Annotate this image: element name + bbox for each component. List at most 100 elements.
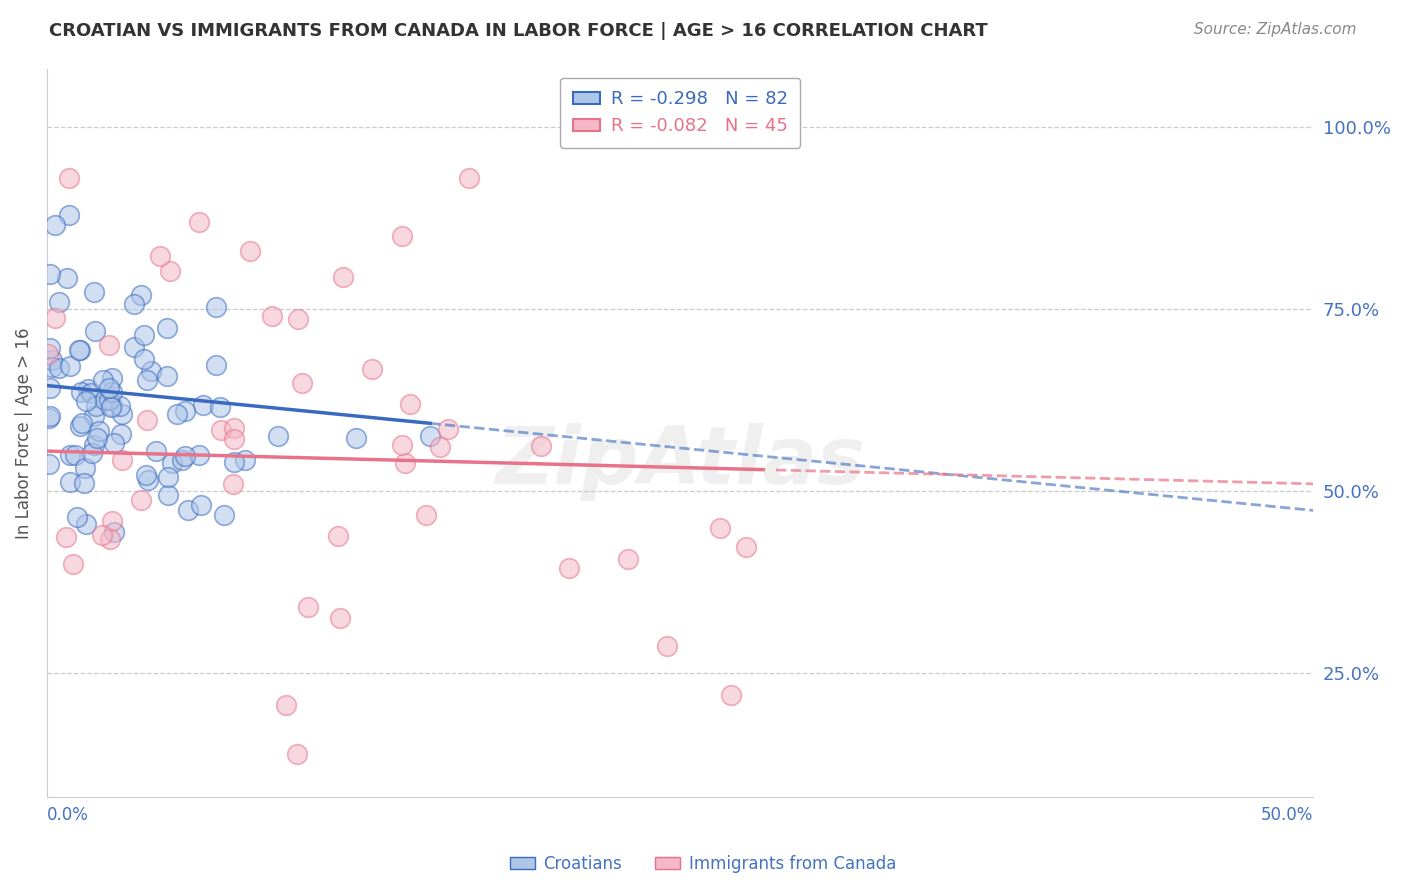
Point — [55, 271, 77, 285]
Point — [98, 381, 121, 395]
Point — [156, 321, 179, 335]
Point — [139, 364, 162, 378]
Point — [90, 528, 112, 542]
Point — [720, 688, 742, 702]
Point — [73, 475, 96, 490]
Point — [285, 747, 308, 761]
Point — [38, 381, 60, 395]
Point — [69, 343, 91, 357]
Point — [174, 404, 197, 418]
Point — [193, 398, 215, 412]
Text: CROATIAN VS IMMIGRANTS FROM CANADA IN LABOR FORCE | AGE > 16 CORRELATION CHART: CROATIAN VS IMMIGRANTS FROM CANADA IN LA… — [49, 22, 988, 40]
Point — [111, 407, 134, 421]
Point — [101, 514, 124, 528]
Point — [344, 431, 367, 445]
Point — [212, 508, 235, 522]
Point — [83, 409, 105, 423]
Point — [62, 558, 84, 572]
Point — [174, 450, 197, 464]
Point — [329, 611, 352, 625]
Point — [222, 432, 245, 446]
Point — [72, 416, 94, 430]
Point — [326, 529, 349, 543]
Point — [419, 429, 441, 443]
Point — [48, 360, 70, 375]
Point — [38, 341, 60, 355]
Point — [238, 244, 260, 258]
Point — [437, 422, 460, 436]
Text: 50.0%: 50.0% — [1261, 806, 1313, 824]
Point — [276, 698, 298, 712]
Text: Source: ZipAtlas.com: Source: ZipAtlas.com — [1194, 22, 1357, 37]
Point — [39, 267, 62, 281]
Point — [44, 218, 66, 232]
Point — [97, 338, 120, 352]
Point — [187, 214, 209, 228]
Point — [101, 400, 124, 414]
Point — [93, 373, 115, 387]
Point — [138, 473, 160, 487]
Point — [145, 444, 167, 458]
Point — [135, 468, 157, 483]
Point — [361, 362, 384, 376]
Point — [233, 453, 256, 467]
Point — [149, 249, 172, 263]
Legend: Croatians, Immigrants from Canada: Croatians, Immigrants from Canada — [503, 848, 903, 880]
Point — [94, 392, 117, 407]
Point — [122, 340, 145, 354]
Point — [111, 453, 134, 467]
Point — [83, 438, 105, 452]
Point — [69, 418, 91, 433]
Point — [398, 396, 420, 410]
Point — [735, 540, 758, 554]
Point — [391, 229, 413, 244]
Point — [290, 376, 312, 390]
Point — [122, 297, 145, 311]
Point — [38, 410, 60, 425]
Point — [209, 400, 232, 414]
Point — [84, 324, 107, 338]
Point — [297, 599, 319, 614]
Point — [59, 448, 82, 462]
Point — [136, 374, 159, 388]
Point — [709, 521, 731, 535]
Point — [37, 347, 59, 361]
Point — [83, 285, 105, 299]
Text: ZipAtlas: ZipAtlas — [495, 423, 865, 501]
Point — [157, 488, 180, 502]
Point — [110, 427, 132, 442]
Point — [222, 455, 245, 469]
Point — [530, 439, 553, 453]
Point — [458, 170, 481, 185]
Point — [205, 358, 228, 372]
Point — [103, 436, 125, 450]
Point — [415, 508, 437, 522]
Point — [135, 413, 157, 427]
Point — [75, 517, 97, 532]
Point — [209, 423, 232, 437]
Point — [75, 461, 97, 475]
Point — [103, 525, 125, 540]
Point — [55, 530, 77, 544]
Point — [617, 552, 640, 566]
Point — [160, 456, 183, 470]
Point — [558, 561, 581, 575]
Point — [177, 503, 200, 517]
Point — [67, 343, 90, 357]
Point — [110, 399, 132, 413]
Point — [44, 310, 66, 325]
Point — [156, 470, 179, 484]
Point — [38, 457, 60, 471]
Point — [86, 432, 108, 446]
Point — [84, 399, 107, 413]
Point — [429, 440, 451, 454]
Point — [332, 269, 354, 284]
Point — [287, 312, 309, 326]
Point — [38, 409, 60, 423]
Point — [132, 328, 155, 343]
Point — [80, 446, 103, 460]
Point — [80, 386, 103, 401]
Point — [204, 300, 226, 314]
Point — [69, 384, 91, 399]
Point — [159, 264, 181, 278]
